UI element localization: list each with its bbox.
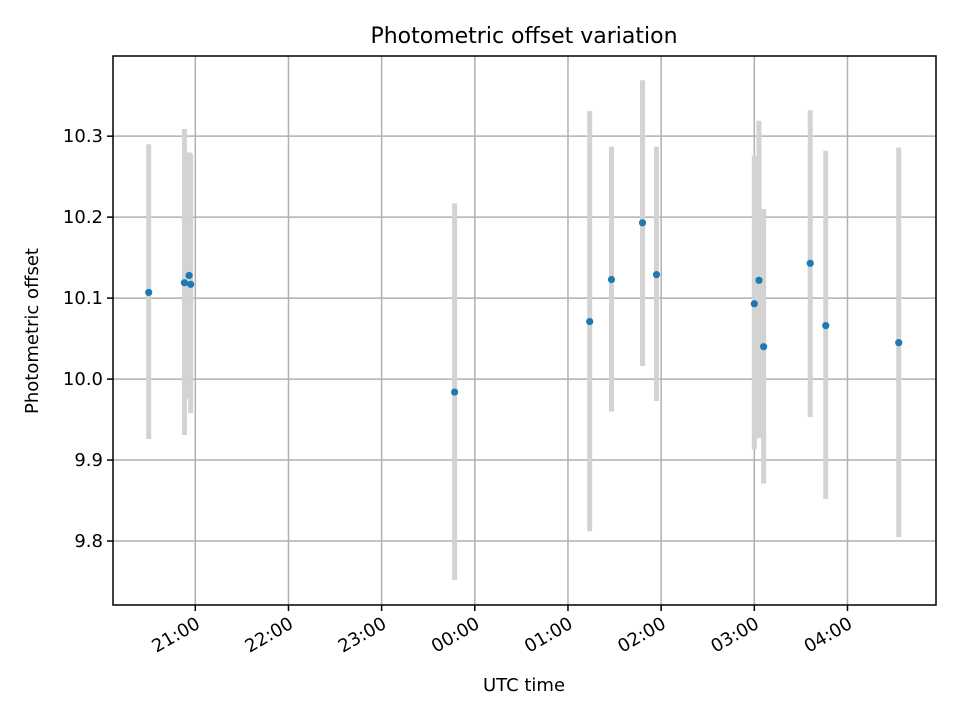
- grid: [113, 56, 936, 605]
- data-points: [145, 219, 903, 396]
- x-tick-label: 03:00: [707, 613, 762, 657]
- x-axis-label: UTC time: [483, 675, 565, 696]
- data-point: [822, 322, 830, 330]
- chart-title: Photometric offset variation: [370, 24, 677, 49]
- data-point: [760, 343, 768, 351]
- x-tick-label: 22:00: [242, 613, 297, 657]
- data-point: [755, 276, 763, 284]
- y-tick-label: 10.0: [63, 369, 103, 390]
- y-axis: 9.8 9.9 10.0 10.1 10.2 10.3: [63, 126, 113, 552]
- data-point: [187, 280, 195, 288]
- y-tick-label: 9.9: [74, 450, 103, 471]
- data-point: [586, 317, 594, 326]
- plot-frame: [112, 55, 937, 606]
- data-point: [145, 288, 153, 297]
- y-tick-label: 10.1: [63, 288, 103, 309]
- x-tick-label: 01:00: [521, 613, 576, 657]
- y-tick-label: 10.2: [63, 207, 103, 228]
- x-tick-label: 04:00: [801, 613, 856, 657]
- data-point: [180, 279, 189, 287]
- data-point: [185, 271, 193, 280]
- data-point: [638, 219, 647, 227]
- data-point: [895, 339, 903, 347]
- x-tick-label: 23:00: [335, 613, 390, 657]
- data-point: [652, 271, 661, 279]
- data-point: [750, 300, 758, 308]
- data-point: [451, 388, 459, 396]
- y-axis-label: Photometric offset: [22, 248, 43, 414]
- x-tick-label: 00:00: [428, 613, 483, 657]
- error-bars: [146, 80, 902, 580]
- x-axis: 21:00 22:00 23:00 00:00 01:00 02:00 03:00 04:00: [148, 605, 856, 657]
- x-tick-label: 02:00: [614, 613, 669, 657]
- x-tick-label: 21:00: [148, 613, 203, 657]
- y-tick-label: 10.3: [63, 126, 103, 147]
- data-point: [607, 275, 616, 284]
- data-point: [806, 259, 814, 267]
- y-tick-label: 9.8: [74, 531, 103, 552]
